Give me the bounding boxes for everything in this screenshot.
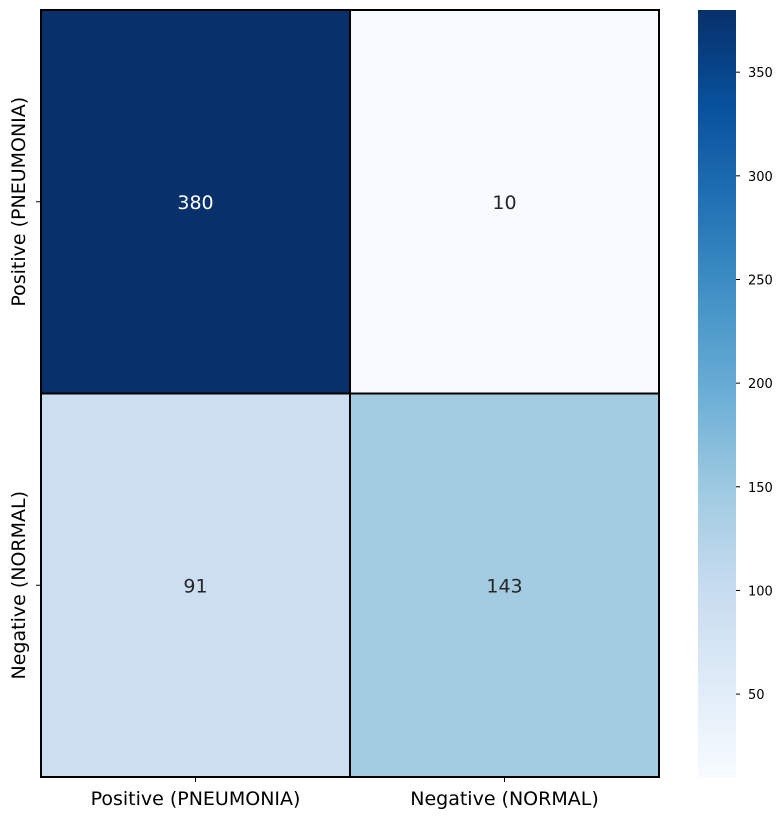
cell-value-label: 143 (486, 575, 522, 597)
colorbar-tick-label: 200 (748, 377, 773, 392)
colorbar-tick-label: 150 (748, 481, 773, 496)
colorbar: 50 100 150 200 250 300 350 (698, 10, 773, 777)
colorbar-tick-label: 50 (748, 688, 765, 703)
colorbar-tick-label: 100 (748, 584, 773, 599)
heatmap-cells: 380 10 91 143 (40, 9, 660, 778)
cell-value-label: 380 (177, 192, 213, 214)
x-axis: Positive (PNEUMONIA) Negative (NORMAL) (91, 777, 599, 810)
heatmap-cell (349, 9, 660, 395)
colorbar-tick-label: 250 (748, 273, 773, 288)
y-tick-label: Negative (NORMAL) (8, 491, 30, 679)
cell-value-label: 10 (492, 192, 516, 214)
y-tick-label: Positive (PNEUMONIA) (8, 97, 30, 307)
colorbar-tick-label: 300 (748, 170, 773, 185)
heatmap-cell (349, 392, 660, 778)
heatmap-cell (40, 9, 351, 395)
x-tick-label: Negative (NORMAL) (410, 788, 598, 810)
colorbar-gradient (698, 10, 736, 777)
cell-value-label: 91 (183, 575, 207, 597)
x-tick-label: Positive (PNEUMONIA) (91, 788, 301, 810)
y-axis: Positive (PNEUMONIA) Negative (NORMAL) (8, 97, 41, 679)
heatmap-cell (40, 392, 351, 778)
colorbar-tick-label: 350 (748, 66, 773, 81)
